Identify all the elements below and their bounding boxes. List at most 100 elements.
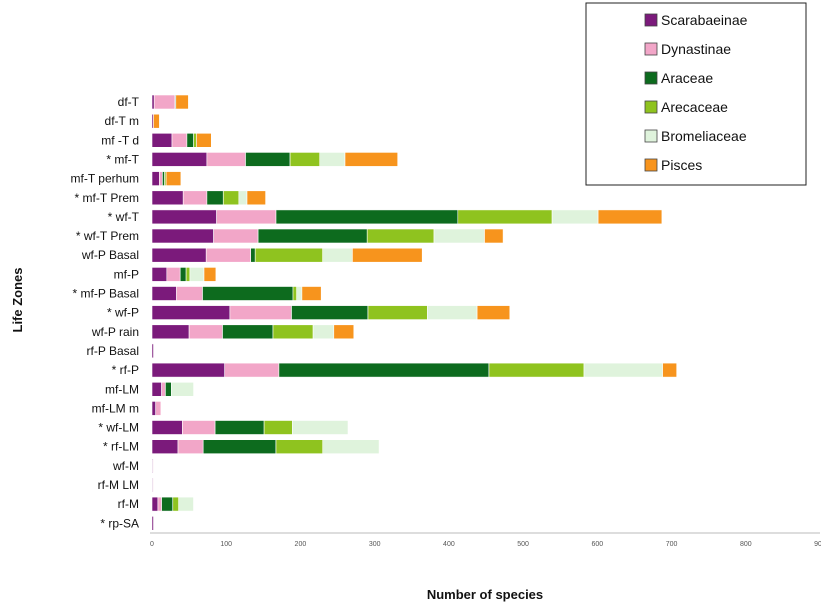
x-tick-label: 500: [517, 541, 529, 548]
bar-segment-arecaceae: [223, 190, 240, 206]
bar-segment-araceae: [291, 305, 369, 320]
bar-segment-scarabaeinae: [151, 305, 231, 320]
bar-segment-araceae: [275, 209, 459, 225]
bar-segment-bromeliaceae: [296, 286, 303, 301]
category-label: rf-M LM: [98, 478, 139, 492]
bar-segment-araceae: [214, 420, 265, 435]
category-label: wf-P rain: [91, 325, 139, 339]
bar-segment-scarabaeinae: [151, 190, 184, 206]
bar-segment-scarabaeinae: [151, 267, 168, 282]
bar-segment-pisces: [662, 362, 677, 378]
category-label: mf-T perhum: [71, 172, 139, 186]
bar-segment-dynastinae: [171, 133, 188, 148]
category-label: mf-P: [114, 267, 139, 281]
bar-segment-dynastinae: [166, 267, 181, 282]
bar-segment-scarabaeinae: [151, 496, 159, 512]
bar-segment-dynastinae: [205, 247, 251, 263]
x-tick-labels: 0 100 200 300 400 500 600 700 800 900: [150, 541, 821, 548]
category-label: df-T: [118, 95, 140, 109]
bar-segment-dynastinae: [157, 496, 162, 512]
bar-segment-dynastinae: [188, 324, 223, 340]
bar-segment-bromeliaceae: [322, 247, 353, 263]
bar-segment-bromeliaceae: [319, 152, 346, 167]
bar-segment-araceae: [202, 439, 277, 455]
bar-segment-bromeliaceae: [171, 381, 194, 397]
category-label: mf-LM m: [92, 401, 139, 415]
bar-segment-arecaceae: [292, 286, 298, 301]
bar-segment-bromeliaceae: [433, 228, 485, 244]
bar-segment-araceae: [162, 171, 165, 186]
legend-label: Arecaceae: [661, 99, 728, 115]
bar-segment-arecaceae: [457, 209, 553, 225]
bar-segment-araceae: [179, 267, 187, 282]
bar-segment-dynastinae: [216, 209, 277, 225]
bar-segment-pisces: [175, 94, 189, 110]
bar-segment-arecaceae: [254, 247, 323, 263]
bar-segment-scarabaeinae: [151, 94, 155, 110]
bar-segment-dynastinae: [229, 305, 292, 320]
category-label: mf-LM: [105, 382, 139, 396]
legend-swatch-pisces: [644, 158, 658, 172]
bar-segment-scarabaeinae: [151, 381, 162, 397]
bar-segment-arecaceae: [272, 324, 314, 340]
bar-segment-bromeliaceae: [551, 209, 599, 225]
category-label: df-T m: [105, 114, 139, 128]
category-labels: df-T df-T m mf -T d * mf-T mf-T perhum * mf-T…: [71, 95, 140, 530]
bar-segment-scarabaeinae: [151, 362, 225, 378]
bar-segment-bromeliaceae: [583, 362, 663, 378]
bar-segment-araceae: [186, 133, 194, 148]
legend-label: Bromeliaceae: [661, 128, 747, 144]
bar-segment-araceae: [245, 152, 291, 167]
bar-segment-dynastinae: [182, 190, 208, 206]
bar-segment-scarabaeinae: [151, 152, 208, 167]
x-axis-title: Number of species: [427, 587, 543, 602]
bar-segment-arecaceae: [367, 305, 428, 320]
bar-segment-arecaceae: [185, 267, 191, 282]
legend-label: Pisces: [661, 157, 702, 173]
bar-segment-pisces: [153, 113, 160, 129]
bar-segment-pisces: [476, 305, 511, 320]
legend-swatch-araceae: [644, 71, 658, 85]
bar-segment-scarabaeinae: [151, 515, 154, 531]
bar-segment-arecaceae: [172, 496, 180, 512]
x-tick-label: 900: [814, 541, 821, 548]
category-label: * wf-T Prem: [76, 229, 139, 243]
x-tick-label: 700: [666, 541, 678, 548]
legend-swatch-dynastinae: [644, 42, 658, 56]
bar-segment-pisces: [484, 228, 504, 244]
category-label: * wf-LM: [98, 421, 139, 435]
bar-segment-scarabaeinae: [151, 171, 160, 186]
bar-segment-arecaceae: [263, 420, 293, 435]
x-tick-label: 0: [150, 541, 154, 548]
x-tick-label: 400: [443, 541, 455, 548]
bar-segment-pisces: [597, 209, 663, 225]
x-tick-label: 800: [740, 541, 752, 548]
bar-segment-araceae: [250, 247, 256, 263]
category-label: wf-P Basal: [81, 248, 139, 262]
bar-segment-araceae: [222, 324, 274, 340]
category-label: * mf-P Basal: [73, 287, 139, 301]
bar-segment-dynastinae: [176, 286, 203, 301]
bar-segment-arecaceae: [193, 133, 197, 148]
bar-segment-pisces: [165, 171, 182, 186]
bar-segment-araceae: [206, 190, 224, 206]
bar-segment-dynastinae: [177, 439, 204, 455]
legend: Scarabaeinae Dynastinae Araceae Arecaceae Br…: [585, 2, 807, 186]
bar-segment-pisces: [196, 133, 212, 148]
bar-segment-araceae: [161, 496, 174, 512]
bar-segment-dynastinae: [213, 228, 259, 244]
bar-segment-scarabaeinae: [151, 324, 190, 340]
category-label: * wf-T: [108, 210, 140, 224]
bar-segment-arecaceae: [275, 439, 324, 455]
bar-segment-pisces: [246, 190, 266, 206]
category-label: * mf-T Prem: [75, 191, 139, 205]
bar-segment-dynastinae: [206, 152, 246, 167]
bar-segment-bromeliaceae: [322, 439, 380, 455]
x-tick-label: 600: [591, 541, 603, 548]
bar-segment-pisces: [301, 286, 322, 301]
bar-segment-scarabaeinae: [151, 209, 217, 225]
legend-box: [585, 2, 807, 186]
bar-segment-araceae: [257, 228, 368, 244]
y-axis-title: Life Zones: [10, 267, 25, 332]
category-label: * rp-SA: [100, 516, 139, 530]
